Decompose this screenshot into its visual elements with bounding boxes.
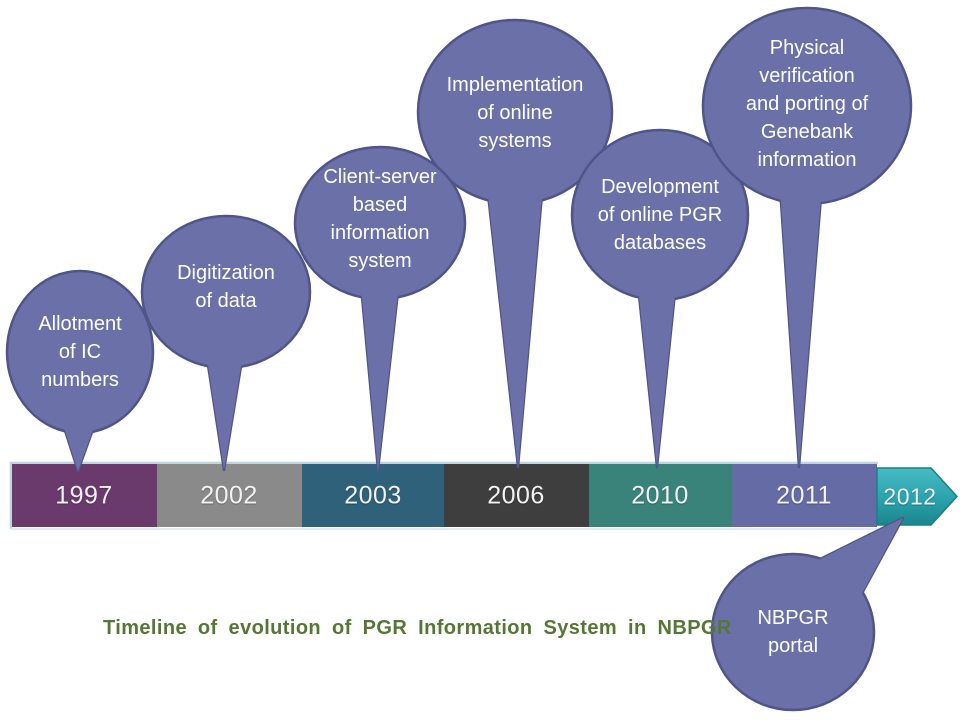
callout-balloon <box>140 214 312 370</box>
callout-development <box>570 128 750 469</box>
timeline-segment-2003 <box>302 464 444 527</box>
callout-tail-fill <box>638 283 676 467</box>
callout-nbpgr-portal <box>710 516 905 712</box>
callout-balloon <box>5 269 155 435</box>
caption: Timeline of evolution of PGR Information… <box>103 617 732 639</box>
timeline-segment-2010 <box>589 464 732 527</box>
timeline-segment-2006 <box>444 464 589 527</box>
callout-allotment <box>5 269 155 473</box>
timeline-segment-2011 <box>732 464 877 527</box>
callout-tail-fill <box>60 410 100 471</box>
callout-tail-fill <box>361 283 399 470</box>
callout-balloon <box>701 6 913 206</box>
timeline-segment-1997 <box>12 464 157 527</box>
callout-digitization <box>140 214 312 472</box>
callout-tail-fill <box>780 185 822 467</box>
timeline-arrow-2012 <box>876 467 959 526</box>
timeline-segment-2002 <box>157 464 302 527</box>
callout-physical-verification <box>701 6 913 469</box>
callout-balloon <box>293 145 467 301</box>
callout-tail-fill <box>487 183 543 467</box>
timeline-bar <box>9 461 959 530</box>
bar-highlight-edge <box>9 461 878 529</box>
callout-tail-fill <box>206 348 244 470</box>
callout-tail-fill <box>798 518 903 608</box>
callout-implementation <box>416 18 614 469</box>
callout-client-server <box>293 145 467 472</box>
